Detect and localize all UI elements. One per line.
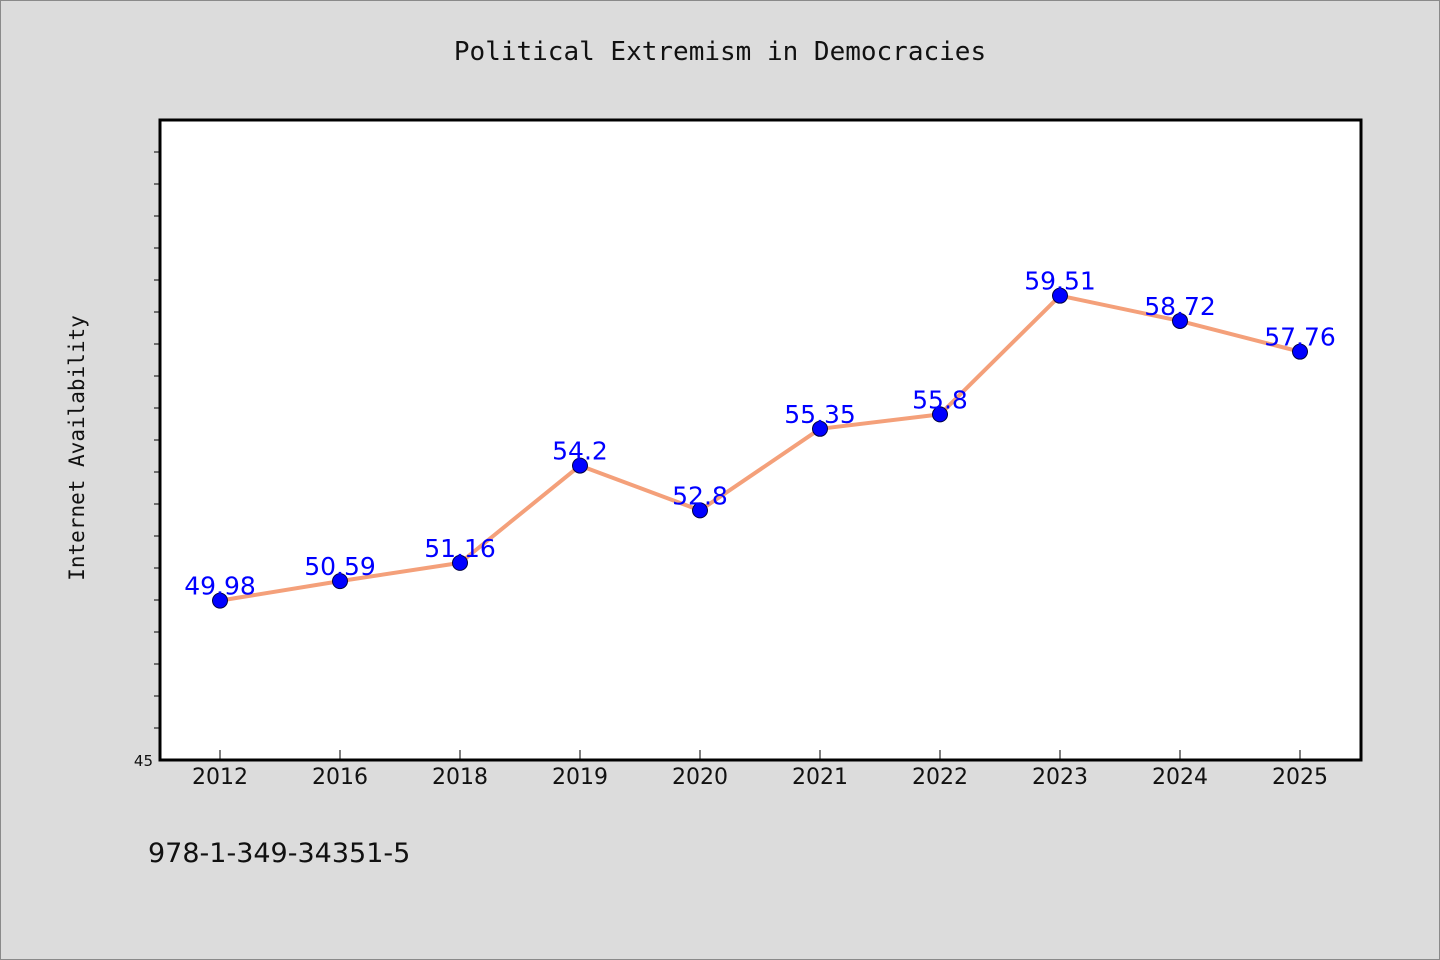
- x-tick-label: 2018: [432, 765, 488, 790]
- data-point: [812, 420, 828, 437]
- data-point: [332, 573, 348, 590]
- y-tick-label: 45: [134, 752, 153, 770]
- data-label: 54.2: [552, 437, 608, 466]
- data-label: 59.51: [1024, 267, 1096, 296]
- data-label: 58.72: [1144, 292, 1216, 321]
- data-label: 51.16: [424, 534, 496, 563]
- x-tick-label: 2012: [192, 765, 248, 790]
- data-point: [572, 457, 588, 474]
- y-axis-label: Internet Availability: [65, 315, 89, 581]
- data-point: [212, 592, 228, 609]
- x-axis: 2012 2016 2018 2019 2020 2021 2022 2023 2024 2025: [192, 750, 1328, 790]
- x-tick-label: 2020: [672, 765, 728, 790]
- data-point: [1172, 312, 1188, 329]
- data-point: [452, 554, 468, 571]
- data-label: 55.35: [784, 400, 856, 429]
- data-label: 52.8: [672, 481, 728, 510]
- x-tick-label: 2019: [552, 765, 608, 790]
- data-point: [692, 502, 708, 519]
- x-tick-label: 2024: [1152, 765, 1208, 790]
- series-group: [212, 287, 1308, 609]
- plot-border: [158, 118, 1363, 762]
- chart-title: Political Extremism in Democracies: [454, 37, 986, 67]
- x-tick-label: 2022: [912, 765, 968, 790]
- x-tick-label: 2021: [792, 765, 848, 790]
- caption-id: 978-1-349-34351-5: [148, 838, 410, 869]
- data-label: 50.59: [304, 552, 376, 581]
- data-point: [932, 406, 948, 423]
- x-tick-label: 2023: [1032, 765, 1088, 790]
- data-label: 49.98: [184, 572, 256, 601]
- data-point: [1052, 287, 1068, 304]
- data-point: [1292, 343, 1308, 360]
- data-labels: 49.98 50.59 51.16 54.2 52.8 55.35 55.8 59.51 58.…: [184, 267, 1336, 601]
- data-label: 57.76: [1264, 323, 1336, 352]
- x-tick-label: 2016: [312, 765, 368, 790]
- data-label: 55.8: [912, 385, 968, 414]
- plot-area: [160, 120, 1361, 760]
- x-tick-label: 2025: [1272, 765, 1328, 790]
- series-line: [219, 293, 1301, 603]
